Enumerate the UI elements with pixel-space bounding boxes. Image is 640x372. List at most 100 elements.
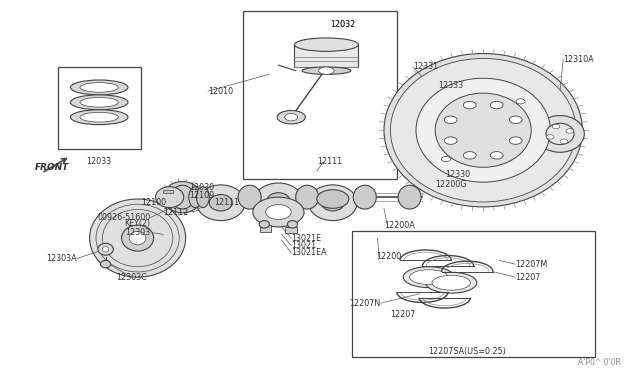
Text: 12111: 12111 <box>317 157 342 166</box>
Text: 13021E: 13021E <box>291 234 321 243</box>
Ellipse shape <box>267 193 290 209</box>
Text: 12200A: 12200A <box>384 221 415 230</box>
Text: 12100: 12100 <box>141 198 166 207</box>
Ellipse shape <box>277 110 305 124</box>
Bar <box>243 11 397 179</box>
Ellipse shape <box>384 54 582 207</box>
Ellipse shape <box>259 221 269 228</box>
Ellipse shape <box>463 101 476 109</box>
Ellipse shape <box>435 93 531 167</box>
Text: 12030: 12030 <box>189 183 214 192</box>
Ellipse shape <box>80 112 118 122</box>
Ellipse shape <box>98 243 113 255</box>
Ellipse shape <box>70 95 128 110</box>
Text: 12112: 12112 <box>164 208 189 217</box>
Ellipse shape <box>70 110 128 125</box>
Bar <box>285 227 297 233</box>
Ellipse shape <box>285 113 298 121</box>
Ellipse shape <box>319 67 334 74</box>
Ellipse shape <box>266 205 291 219</box>
Text: 12310A: 12310A <box>563 55 594 64</box>
Text: KEY(2): KEY(2) <box>124 219 150 228</box>
Text: 12033: 12033 <box>86 157 112 166</box>
Text: 00926-51600: 00926-51600 <box>97 213 150 222</box>
Bar <box>294 45 358 67</box>
Ellipse shape <box>463 152 476 159</box>
Text: 12207SA(US=0.25): 12207SA(US=0.25) <box>428 347 506 356</box>
Bar <box>260 225 271 232</box>
Ellipse shape <box>129 231 146 245</box>
Text: 12207: 12207 <box>390 310 416 319</box>
Ellipse shape <box>490 152 503 159</box>
Bar <box>352 231 595 357</box>
Ellipse shape <box>163 182 202 213</box>
Ellipse shape <box>321 195 344 211</box>
Text: 12331: 12331 <box>413 62 438 71</box>
Ellipse shape <box>403 267 454 288</box>
Ellipse shape <box>390 58 576 202</box>
Text: 12010: 12010 <box>208 87 233 96</box>
Ellipse shape <box>398 185 421 209</box>
Ellipse shape <box>516 99 525 104</box>
Ellipse shape <box>536 116 584 152</box>
Ellipse shape <box>490 101 503 109</box>
Bar <box>58 67 141 149</box>
Ellipse shape <box>196 185 245 221</box>
Ellipse shape <box>171 185 194 209</box>
Ellipse shape <box>509 137 522 144</box>
Ellipse shape <box>426 272 477 293</box>
Text: 12032: 12032 <box>330 20 355 29</box>
Ellipse shape <box>294 38 358 51</box>
Ellipse shape <box>317 190 349 208</box>
Ellipse shape <box>238 185 261 209</box>
Ellipse shape <box>302 67 351 74</box>
Ellipse shape <box>189 187 202 208</box>
Ellipse shape <box>432 275 470 290</box>
Text: 12330: 12330 <box>445 170 470 179</box>
Ellipse shape <box>296 185 319 209</box>
Ellipse shape <box>287 221 298 228</box>
Ellipse shape <box>80 97 118 107</box>
Ellipse shape <box>416 78 550 182</box>
Ellipse shape <box>560 139 568 144</box>
Ellipse shape <box>566 129 573 133</box>
Ellipse shape <box>209 195 232 211</box>
Text: 12200: 12200 <box>376 252 401 261</box>
Text: 12207M: 12207M <box>515 260 547 269</box>
Ellipse shape <box>156 187 184 208</box>
Text: FRONT: FRONT <box>35 163 70 172</box>
Ellipse shape <box>90 199 186 277</box>
Text: 12303C: 12303C <box>116 273 147 282</box>
Ellipse shape <box>70 80 128 95</box>
Ellipse shape <box>547 135 554 139</box>
Ellipse shape <box>444 116 457 124</box>
Ellipse shape <box>442 157 451 162</box>
Text: 12111: 12111 <box>214 198 239 207</box>
Ellipse shape <box>102 247 109 252</box>
Text: 12200G: 12200G <box>435 180 467 189</box>
Ellipse shape <box>552 124 560 129</box>
Bar <box>163 190 173 193</box>
Ellipse shape <box>410 270 448 285</box>
Ellipse shape <box>253 197 304 227</box>
Text: 12109: 12109 <box>189 191 214 200</box>
Ellipse shape <box>100 260 111 268</box>
Ellipse shape <box>254 183 303 219</box>
Text: 12333: 12333 <box>438 81 463 90</box>
Text: 12207N: 12207N <box>349 299 381 308</box>
Text: A'P0^ 0'0R: A'P0^ 0'0R <box>578 358 621 367</box>
Ellipse shape <box>353 185 376 209</box>
Text: 13021: 13021 <box>291 241 316 250</box>
Ellipse shape <box>308 185 357 221</box>
Text: 13021EA: 13021EA <box>291 248 327 257</box>
Ellipse shape <box>509 116 522 124</box>
Ellipse shape <box>444 137 457 144</box>
Text: 12303A: 12303A <box>46 254 77 263</box>
Text: 12032: 12032 <box>330 20 355 29</box>
Ellipse shape <box>80 83 118 92</box>
Text: 12303: 12303 <box>125 228 150 237</box>
Ellipse shape <box>196 187 209 208</box>
Ellipse shape <box>546 123 574 145</box>
Ellipse shape <box>122 225 154 251</box>
Text: 12207: 12207 <box>515 273 541 282</box>
